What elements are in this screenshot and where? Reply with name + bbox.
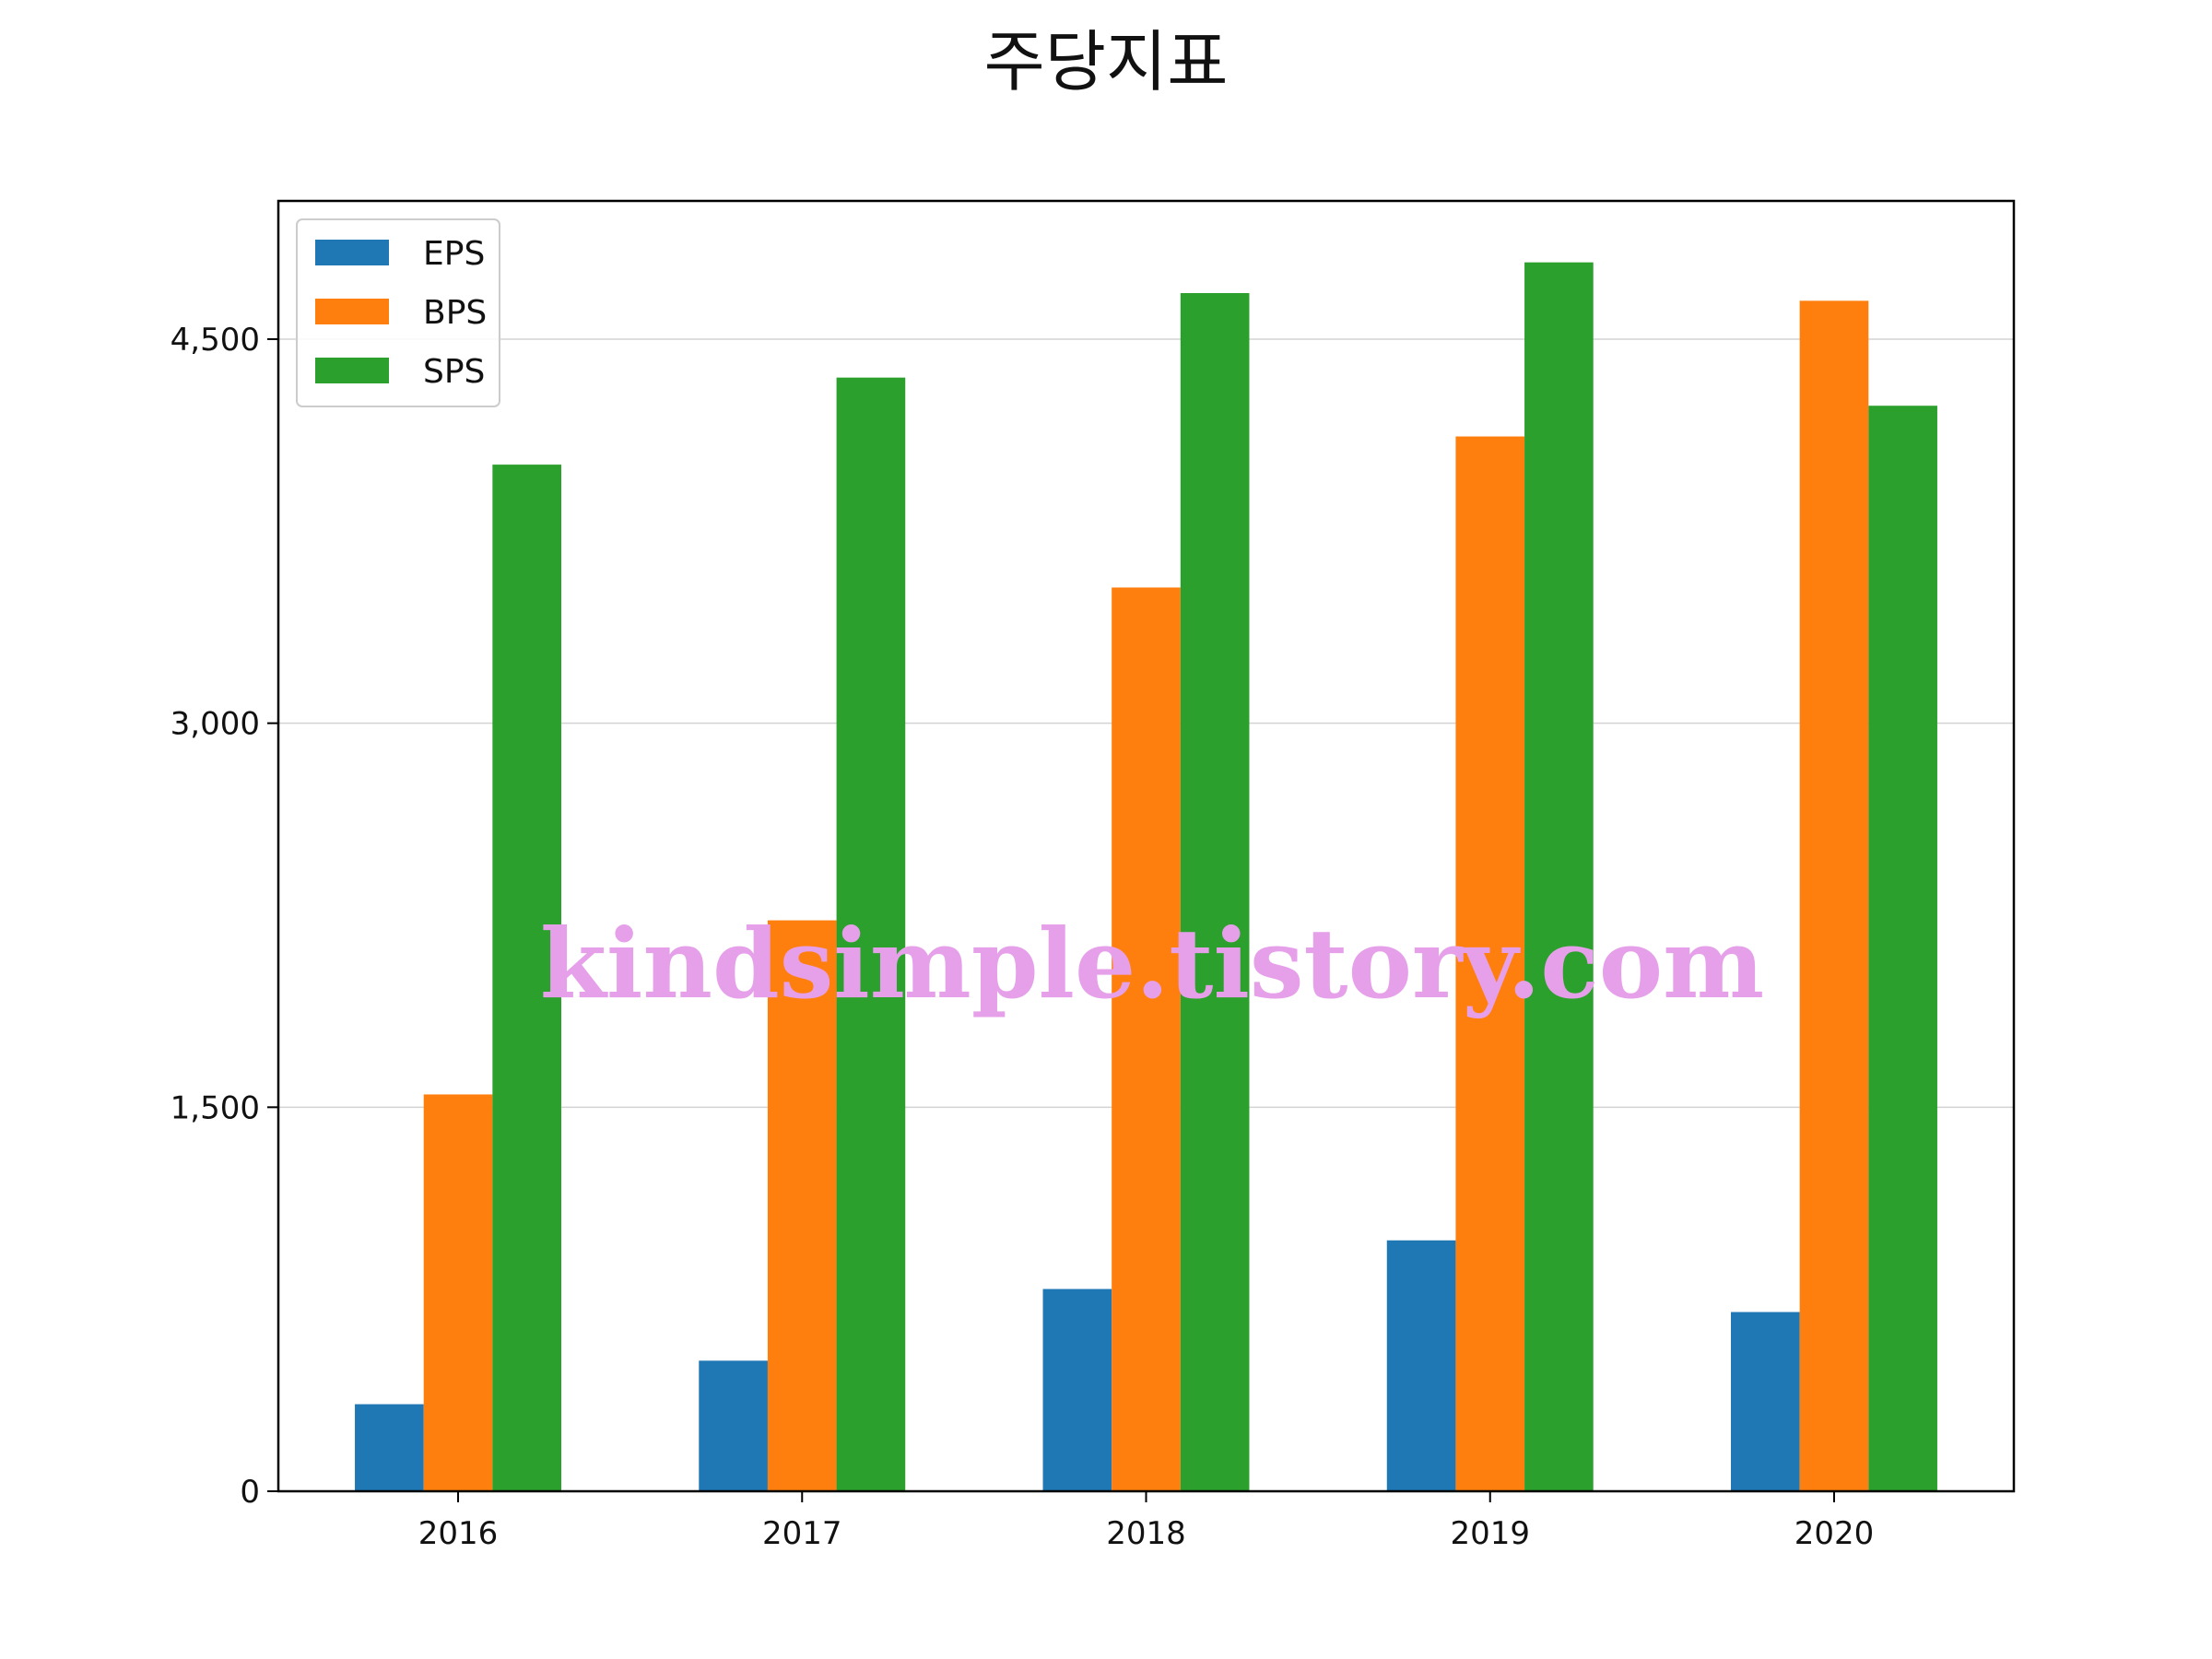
x-tick-label: 2018 — [1106, 1515, 1186, 1552]
y-tick-label: 1,500 — [171, 1089, 260, 1126]
x-tick-label: 2016 — [418, 1515, 499, 1552]
bar-sps-2018 — [1180, 293, 1250, 1491]
legend-swatch-eps — [315, 240, 389, 265]
bar-sps-2016 — [492, 465, 561, 1492]
x-tick-label: 2017 — [762, 1515, 842, 1552]
x-tick-label: 2020 — [1794, 1515, 1875, 1552]
legend-swatch-sps — [315, 358, 389, 383]
legend: EPS BPS SPS — [296, 218, 500, 407]
x-tick-label: 2019 — [1450, 1515, 1530, 1552]
chart-title: 주당지표 — [984, 23, 1229, 100]
bar-eps-2016 — [355, 1404, 424, 1491]
y-tick-label: 3,000 — [171, 706, 260, 743]
bar-bps-2017 — [767, 920, 837, 1491]
y-tick-label: 4,500 — [171, 322, 260, 359]
watermark: kindsimple.tistory.com — [540, 907, 1764, 1020]
bar-sps-2017 — [836, 377, 906, 1492]
bar-eps-2017 — [699, 1360, 768, 1491]
bar-eps-2018 — [1042, 1288, 1112, 1491]
bar-bps-2019 — [1455, 436, 1525, 1491]
legend-swatch-bps — [315, 299, 389, 324]
legend-label-sps: SPS — [423, 353, 485, 391]
bar-bps-2018 — [1112, 587, 1181, 1491]
y-axis: 0 1,500 3,000 4,500 — [171, 322, 278, 1511]
legend-label-eps: EPS — [423, 235, 485, 273]
bar-bps-2020 — [1799, 300, 1869, 1491]
bar-bps-2016 — [423, 1094, 493, 1491]
legend-label-bps: BPS — [423, 294, 487, 332]
bars — [355, 262, 1937, 1492]
bar-sps-2020 — [1868, 406, 1937, 1492]
bar-eps-2019 — [1386, 1240, 1456, 1491]
y-tick-label: 0 — [240, 1474, 260, 1511]
bar-sps-2019 — [1524, 262, 1594, 1492]
bar-eps-2020 — [1731, 1312, 1800, 1491]
x-axis: 2016 2017 2018 2019 2020 — [418, 1491, 1874, 1552]
